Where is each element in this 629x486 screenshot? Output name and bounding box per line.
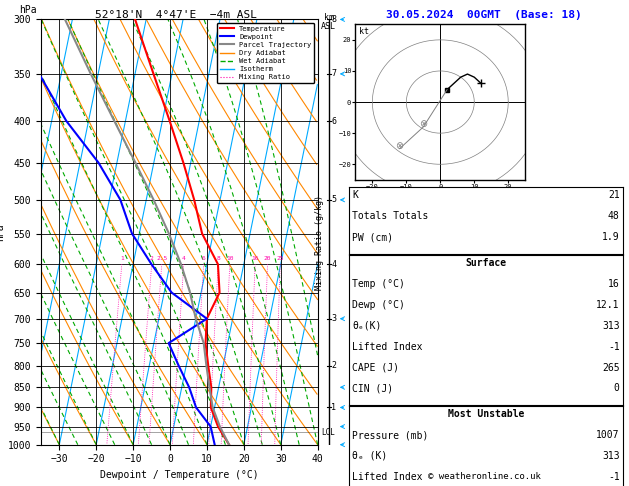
Text: 20: 20: [264, 256, 271, 261]
Y-axis label: hPa: hPa: [0, 223, 5, 241]
Text: Most Unstable: Most Unstable: [448, 409, 524, 419]
Text: 6: 6: [331, 117, 337, 125]
Text: 12.1: 12.1: [596, 300, 620, 310]
Text: 3: 3: [331, 314, 337, 323]
Text: PW (cm): PW (cm): [352, 232, 393, 242]
Text: 16: 16: [252, 256, 259, 261]
Text: 8: 8: [216, 256, 220, 261]
Text: 48: 48: [608, 211, 620, 221]
Text: 30.05.2024  00GMT  (Base: 18): 30.05.2024 00GMT (Base: 18): [386, 10, 582, 20]
Text: Mixing Ratio (g/kg): Mixing Ratio (g/kg): [315, 195, 324, 291]
Text: 2: 2: [150, 256, 153, 261]
Text: ASL: ASL: [321, 22, 336, 31]
Text: 4: 4: [331, 260, 337, 269]
Text: 1: 1: [120, 256, 124, 261]
Text: -1: -1: [608, 342, 620, 351]
Text: CIN (J): CIN (J): [352, 383, 393, 393]
Text: CAPE (J): CAPE (J): [352, 363, 399, 372]
Text: 1: 1: [331, 403, 337, 412]
Text: Temp (°C): Temp (°C): [352, 279, 405, 289]
Text: Dewp (°C): Dewp (°C): [352, 300, 405, 310]
Text: 25: 25: [277, 256, 284, 261]
Text: 313: 313: [602, 451, 620, 461]
Text: 52°18'N  4°47'E  −4m ASL: 52°18'N 4°47'E −4m ASL: [95, 10, 257, 20]
Text: 21: 21: [608, 191, 620, 200]
Text: 265: 265: [602, 363, 620, 372]
Text: θₑ(K): θₑ(K): [352, 321, 382, 330]
Text: km: km: [324, 13, 333, 22]
Legend: Temperature, Dewpoint, Parcel Trajectory, Dry Adiabat, Wet Adiabat, Isotherm, Mi: Temperature, Dewpoint, Parcel Trajectory…: [217, 23, 314, 83]
Text: 8: 8: [331, 15, 337, 24]
Text: kt: kt: [359, 27, 369, 36]
Text: 16: 16: [608, 279, 620, 289]
X-axis label: Dewpoint / Temperature (°C): Dewpoint / Temperature (°C): [100, 470, 259, 480]
Text: Lifted Index: Lifted Index: [352, 472, 423, 482]
Text: Surface: Surface: [465, 258, 506, 268]
Text: 1007: 1007: [596, 430, 620, 440]
Text: -1: -1: [608, 472, 620, 482]
Text: 313: 313: [602, 321, 620, 330]
Text: 2: 2: [331, 362, 337, 370]
Text: K: K: [352, 191, 358, 200]
Text: Totals Totals: Totals Totals: [352, 211, 428, 221]
Text: 4: 4: [182, 256, 186, 261]
Text: LCL: LCL: [321, 428, 336, 436]
Text: 0: 0: [614, 383, 620, 393]
Text: 1.9: 1.9: [602, 232, 620, 242]
Text: © weatheronline.co.uk: © weatheronline.co.uk: [428, 472, 541, 481]
Text: 6: 6: [202, 256, 206, 261]
Text: θₑ (K): θₑ (K): [352, 451, 387, 461]
Text: Lifted Index: Lifted Index: [352, 342, 423, 351]
Text: 7: 7: [331, 69, 337, 78]
Text: $\otimes$: $\otimes$: [419, 118, 428, 129]
Text: 2.5: 2.5: [156, 256, 167, 261]
Text: Pressure (mb): Pressure (mb): [352, 430, 428, 440]
Text: $\otimes$: $\otimes$: [395, 139, 404, 151]
Text: 5: 5: [331, 195, 337, 205]
Text: 10: 10: [226, 256, 233, 261]
Text: hPa: hPa: [19, 5, 36, 15]
